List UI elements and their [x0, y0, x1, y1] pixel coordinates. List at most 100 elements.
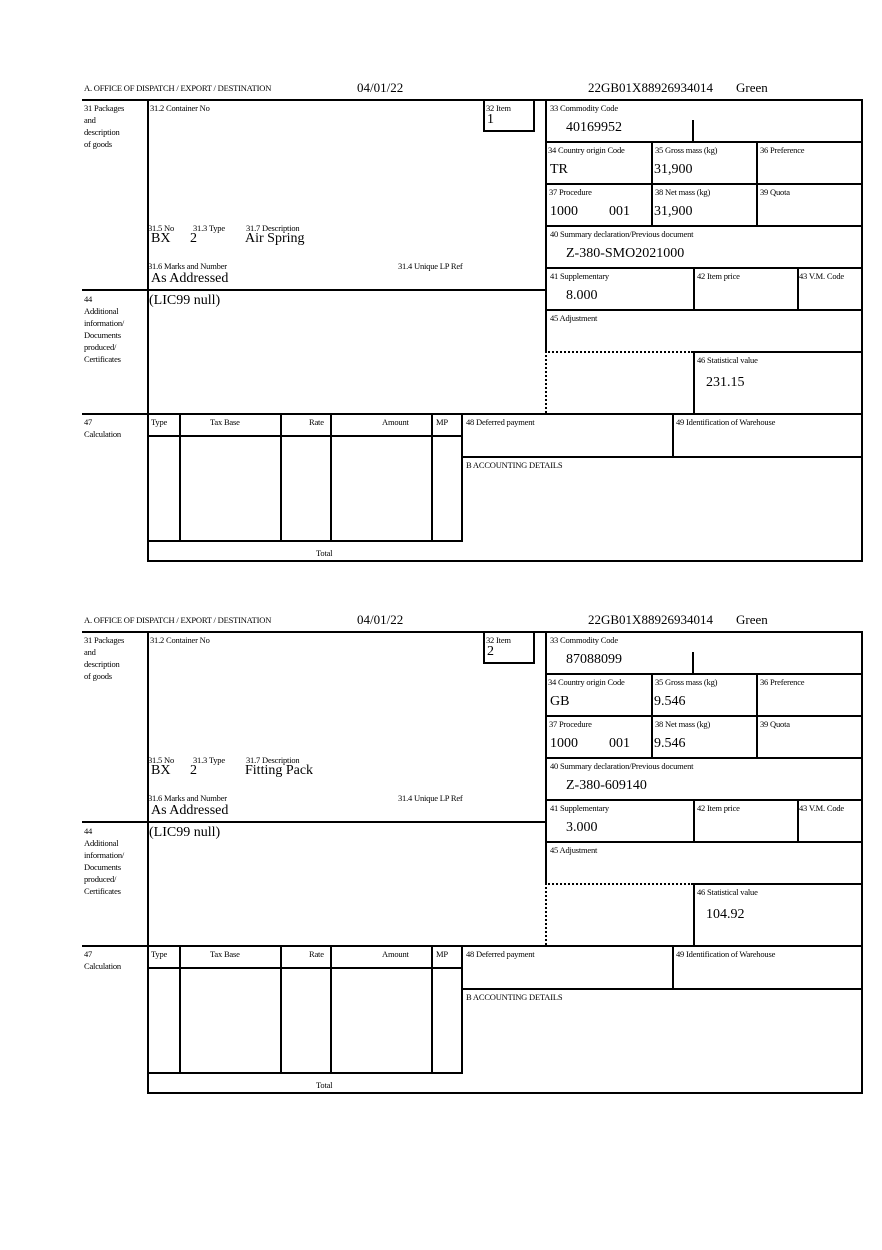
calc-amount-header: Amount [382, 949, 409, 959]
description-label: 31.7 Description [246, 223, 300, 233]
divider [651, 673, 653, 757]
packages-label: 31 Packages and description of goods [84, 103, 125, 149]
divider [861, 99, 863, 562]
type-label: 31.3 Type [193, 755, 225, 765]
divider [82, 289, 547, 291]
no-label: 31.5 No [148, 223, 174, 233]
divider [692, 652, 694, 673]
net-mass: 31,900 [654, 204, 693, 219]
divider [82, 631, 863, 633]
divider [148, 560, 863, 562]
lp-ref-label: 31.4 Unique LP Ref [398, 793, 463, 803]
divider [756, 673, 758, 757]
divider [179, 413, 181, 540]
supplementary-label: 41 Supplementary [550, 271, 609, 281]
divider [545, 715, 863, 717]
package-type: 2 [190, 231, 197, 246]
divider [461, 945, 463, 1072]
total-label: Total [316, 548, 333, 558]
divider [280, 945, 282, 1072]
divider [545, 225, 863, 227]
divider [330, 945, 332, 1072]
divider [148, 540, 463, 542]
item-price-label: 42 Item price [697, 803, 740, 813]
goods-description: Fitting Pack [245, 763, 314, 778]
calc-tax-base-header: Tax Base [210, 949, 240, 959]
previous-document: Z-380-609140 [566, 778, 647, 793]
marks-label: 31.6 Marks and Number [148, 793, 227, 803]
divider [545, 309, 863, 311]
calc-tax-base-header: Tax Base [210, 417, 240, 427]
marks-value: As Addressed [151, 803, 229, 818]
marks-value: As Addressed [151, 271, 229, 286]
divider [82, 413, 863, 415]
item-number: 2 [487, 644, 494, 659]
quota-label: 39 Quota [760, 187, 790, 197]
office-heading: A. OFFICE OF DISPATCH / EXPORT / DESTINA… [84, 83, 272, 93]
calc-mp-header: MP [436, 417, 448, 427]
procedure-label: 37 Procedure [549, 719, 592, 729]
deferred-payment-label: 48 Deferred payment [466, 417, 535, 427]
preference-label: 36 Preference [760, 677, 805, 687]
accounting-details-label: B ACCOUNTING DETAILS [466, 460, 563, 470]
divider [545, 183, 863, 185]
divider [147, 631, 149, 1094]
divider [462, 456, 863, 458]
packages-label: 31 Packages and description of goods [84, 635, 125, 681]
divider [82, 99, 863, 101]
divider [148, 967, 463, 969]
commodity-label: 33 Commodity Code [550, 635, 618, 645]
office-heading: A. OFFICE OF DISPATCH / EXPORT / DESTINA… [84, 615, 272, 625]
divider [693, 883, 863, 885]
declaration-item-form: A. OFFICE OF DISPATCH / EXPORT / DESTINA… [0, 612, 882, 1111]
no-label: 31.5 No [148, 755, 174, 765]
divider [148, 1072, 463, 1074]
origin-label: 34 Country origin Code [548, 677, 625, 687]
adjustment-label: 45 Adjustment [550, 845, 598, 855]
calc-rate-header: Rate [309, 417, 324, 427]
divider [692, 120, 694, 141]
procedure-code: 1000 [550, 736, 578, 751]
dotted-divider [545, 883, 693, 885]
item-box [483, 99, 535, 132]
origin-label: 34 Country origin Code [548, 145, 625, 155]
date: 04/01/22 [357, 80, 404, 95]
item-box [483, 631, 535, 664]
package-type: 2 [190, 763, 197, 778]
item-label: 32 Item [486, 635, 511, 645]
divider [672, 945, 674, 988]
divider [431, 413, 433, 540]
declaration-item-form: A. OFFICE OF DISPATCH / EXPORT / DESTINA… [0, 80, 882, 579]
net-mass: 9.546 [654, 736, 686, 751]
calculation-label: 47 Calculation [84, 949, 121, 971]
divider [431, 945, 433, 1072]
calc-type-header: Type [151, 417, 168, 427]
divider [861, 631, 863, 1094]
commodity-code: 87088099 [566, 652, 622, 667]
divider [148, 435, 463, 437]
divider [693, 799, 695, 841]
lp-ref-label: 31.4 Unique LP Ref [398, 261, 463, 271]
container-label: 31.2 Container No [150, 103, 210, 113]
procedure-additional: 001 [609, 204, 630, 219]
net-mass-label: 38 Net mass (kg) [655, 719, 711, 729]
warehouse-label: 49 Identification of Warehouse [676, 417, 776, 427]
divider [693, 351, 863, 353]
deferred-payment-label: 48 Deferred payment [466, 949, 535, 959]
divider [330, 413, 332, 540]
divider [693, 267, 695, 309]
adjustment-label: 45 Adjustment [550, 313, 598, 323]
package-no: BX [151, 763, 171, 778]
net-mass-label: 38 Net mass (kg) [655, 187, 711, 197]
summary-label: 40 Summary declaration/Previous document [550, 229, 694, 239]
procedure-additional: 001 [609, 736, 630, 751]
divider [82, 945, 863, 947]
statistical-value: 231.15 [706, 375, 745, 390]
warehouse-label: 49 Identification of Warehouse [676, 949, 776, 959]
divider [461, 413, 463, 540]
dotted-divider [545, 351, 693, 353]
supplementary-units: 8.000 [566, 288, 598, 303]
divider [280, 413, 282, 540]
divider [797, 267, 799, 309]
